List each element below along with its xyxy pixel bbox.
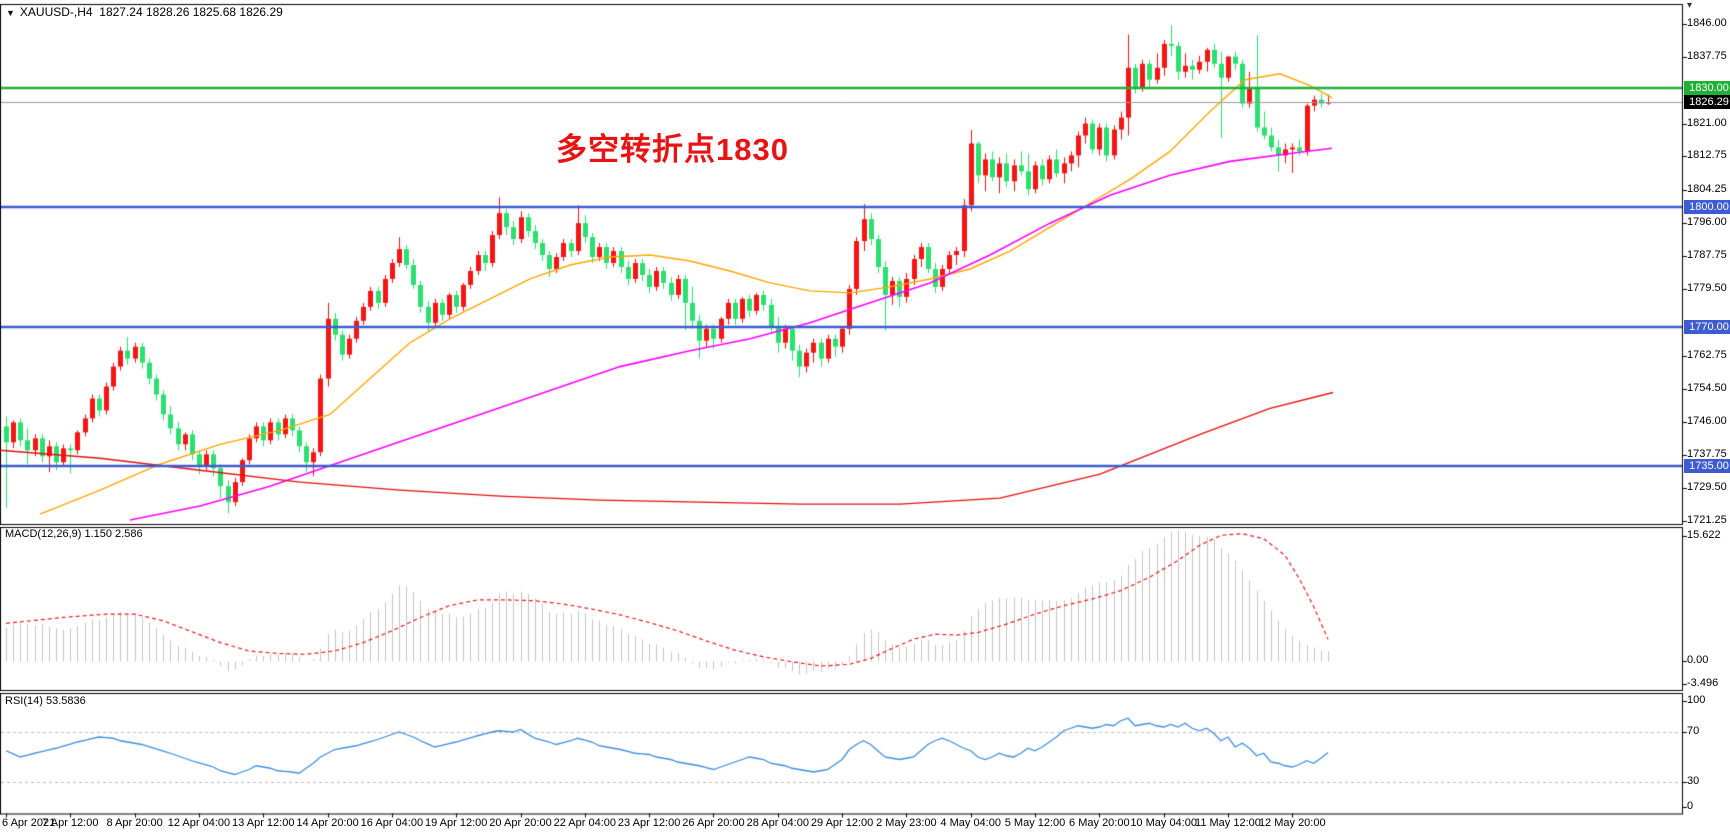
time-axis-label: 10 May 04:00 bbox=[1130, 817, 1197, 829]
time-axis-label: 28 Apr 04:00 bbox=[746, 817, 809, 829]
macd-indicator-label: MACD(12,26,9) 1.150 2.586 bbox=[5, 528, 143, 540]
macd-tick-label: -3.496 bbox=[1687, 677, 1719, 689]
time-axis-label: 12 Apr 04:00 bbox=[167, 817, 231, 829]
time-axis-label: 4 May 04:00 bbox=[940, 817, 1001, 829]
price-tick-label: 1721.25 bbox=[1687, 514, 1727, 526]
time-axis-label: 5 May 12:00 bbox=[1004, 817, 1066, 829]
price-tick-label: 1804.25 bbox=[1687, 183, 1727, 195]
rsi-tick-label: 100 bbox=[1687, 694, 1706, 706]
ohlc-values: 1827.24 1828.26 1825.68 1826.29 bbox=[99, 5, 283, 19]
price-tick-label: 1787.75 bbox=[1687, 249, 1727, 261]
time-axis-label: 20 Apr 20:00 bbox=[489, 817, 552, 829]
time-axis-label: 7 Apr 12:00 bbox=[42, 817, 99, 829]
macd-tick-label: 15.622 bbox=[1687, 529, 1721, 541]
hline-price-badge[interactable]: 1830.00 bbox=[1684, 81, 1730, 95]
symbol-dropdown-icon[interactable]: ▼ bbox=[6, 8, 15, 18]
hline-price-badge[interactable]: 1800.00 bbox=[1684, 200, 1730, 214]
time-axis-label: 23 Apr 12:00 bbox=[617, 817, 681, 829]
hline-price-badge[interactable]: 1770.00 bbox=[1684, 320, 1730, 334]
price-tick-label: 1812.75 bbox=[1687, 149, 1727, 161]
price-tick-label: 1837.75 bbox=[1687, 50, 1727, 62]
hline-price-badge[interactable]: 1735.00 bbox=[1684, 459, 1730, 473]
autoscroll-marker-icon[interactable]: ▾ bbox=[1687, 0, 1693, 11]
time-axis-label: 6 Apr 2021 bbox=[2, 817, 56, 829]
current-price-badge: 1826.29 bbox=[1684, 95, 1730, 109]
time-axis-label: 11 May 12:00 bbox=[1195, 817, 1261, 829]
price-annotation-text: 多空转折点1830 bbox=[556, 132, 789, 167]
rsi-tick-label: 70 bbox=[1687, 725, 1700, 737]
time-axis-label: 6 May 20:00 bbox=[1069, 817, 1130, 829]
time-axis-label: 2 May 23:00 bbox=[876, 817, 937, 829]
time-axis-label: 26 Apr 20:00 bbox=[682, 817, 745, 829]
price-tick-label: 1729.50 bbox=[1687, 481, 1727, 493]
price-tick-label: 1821.00 bbox=[1687, 117, 1727, 129]
time-axis-label: 12 May 20:00 bbox=[1258, 817, 1326, 829]
price-tick-label: 1746.00 bbox=[1687, 415, 1727, 427]
rsi-tick-label: 30 bbox=[1687, 775, 1700, 787]
price-tick-label: 1754.50 bbox=[1687, 382, 1727, 394]
price-tick-label: 1796.00 bbox=[1687, 216, 1727, 228]
time-axis-label: 22 Apr 04:00 bbox=[553, 817, 617, 829]
price-tick-label: 1779.50 bbox=[1687, 282, 1727, 294]
time-axis-label: 16 Apr 04:00 bbox=[360, 817, 424, 829]
symbol-ohlc-header: ▼ XAUUSD-,H4 1827.24 1828.26 1825.68 1826… bbox=[6, 5, 283, 19]
time-axis-label: 14 Apr 20:00 bbox=[296, 817, 359, 829]
rsi-indicator-label: RSI(14) 53.5836 bbox=[5, 695, 86, 707]
time-axis-label: 8 Apr 20:00 bbox=[106, 817, 163, 829]
price-tick-label: 1737.75 bbox=[1687, 448, 1727, 460]
price-tick-label: 1846.00 bbox=[1687, 17, 1727, 29]
time-axis-label: 13 Apr 12:00 bbox=[232, 817, 295, 829]
macd-tick-label: 0.00 bbox=[1687, 654, 1709, 666]
rsi-tick-label: 0 bbox=[1687, 800, 1694, 812]
time-axis-label: 29 Apr 12:00 bbox=[810, 817, 874, 829]
time-axis-label: 19 Apr 12:00 bbox=[424, 817, 488, 829]
symbol-name: XAUUSD-,H4 bbox=[19, 5, 93, 19]
price-tick-label: 1762.75 bbox=[1687, 349, 1727, 361]
